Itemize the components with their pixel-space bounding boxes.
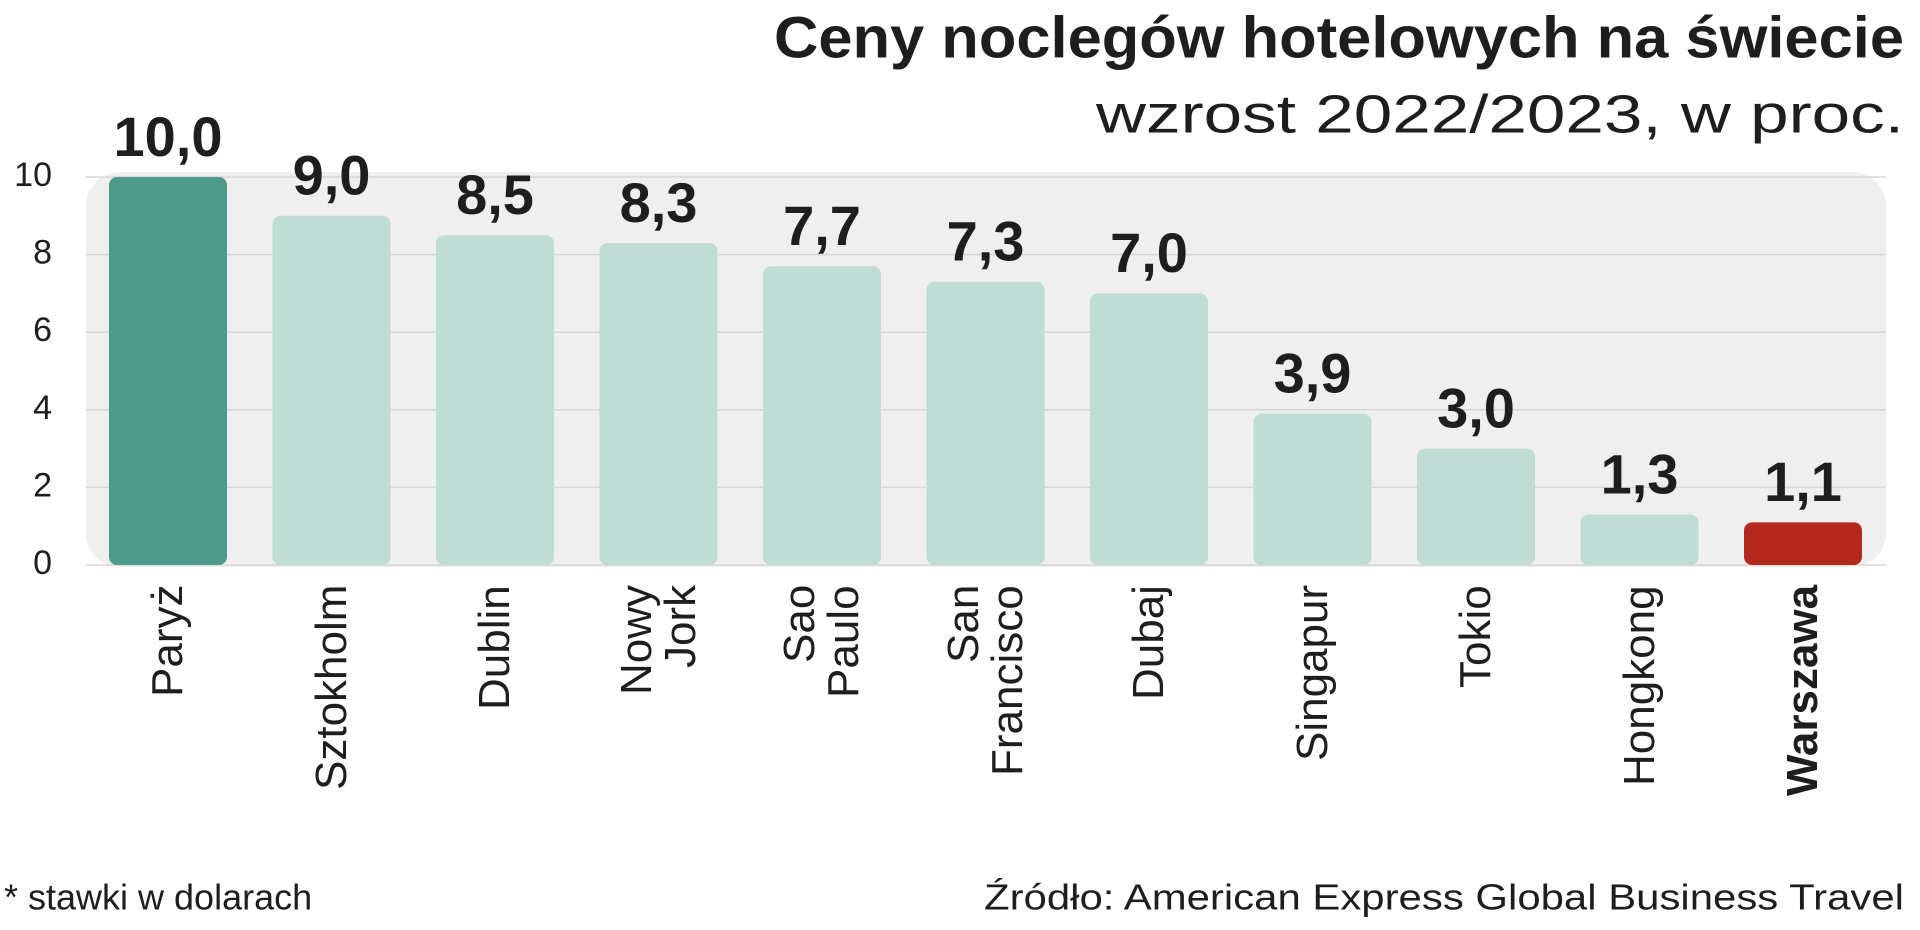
bar [1580, 514, 1699, 565]
bar [1253, 413, 1372, 565]
y-tick-label: 0 [33, 544, 52, 582]
note: * stawki w dolarach [4, 877, 312, 918]
bar [599, 242, 718, 565]
x-tick-label: Singapur [1287, 585, 1337, 762]
value-label: 9,0 [293, 144, 371, 207]
bar [1417, 448, 1535, 565]
bar [272, 215, 391, 566]
value-label: 8,3 [620, 171, 698, 234]
x-tick-label: Paryż [143, 585, 192, 698]
y-tick-label: 8 [33, 234, 52, 272]
x-tick-label: Sztokholm [306, 585, 356, 791]
bar [436, 235, 554, 565]
bar [926, 281, 1045, 565]
x-tick-label: Warszawa [1778, 585, 1827, 797]
x-tick-label: Sao Paulo [775, 585, 868, 698]
bar [109, 177, 227, 565]
bar [1744, 522, 1862, 565]
value-label: 8,5 [456, 163, 534, 226]
bar [763, 266, 881, 565]
x-tick-label: San Francisco [938, 585, 1032, 776]
y-tick-label: 10 [14, 156, 52, 194]
value-label: 3,9 [1274, 341, 1352, 404]
value-label: 1,1 [1764, 450, 1842, 513]
value-label: 7,0 [1110, 221, 1188, 284]
x-tick-label: Dubaj [1124, 585, 1173, 700]
chart-subtitle: wzrost 2022/2023, w proc. [1095, 84, 1904, 144]
y-tick-label: 6 [33, 311, 52, 349]
y-tick-label: 4 [33, 389, 52, 427]
source: Źródło: American Express Global Business… [984, 877, 1904, 918]
value-label: 1,3 [1601, 442, 1679, 505]
value-label: 7,3 [947, 210, 1025, 273]
x-tick-label: Dublin [470, 585, 519, 710]
x-tick-label: Tokio [1451, 585, 1500, 688]
x-tick-label: Nowy Jork [611, 585, 705, 696]
y-tick-label: 2 [33, 466, 52, 504]
bar [1090, 293, 1208, 565]
x-tick-label: Hongkong [1614, 585, 1664, 786]
value-label: 3,0 [1437, 376, 1515, 439]
chart-title: Ceny noclegów hotelowych na świecie [774, 5, 1904, 70]
value-label: 10,0 [114, 105, 223, 168]
value-label: 7,7 [783, 194, 861, 257]
